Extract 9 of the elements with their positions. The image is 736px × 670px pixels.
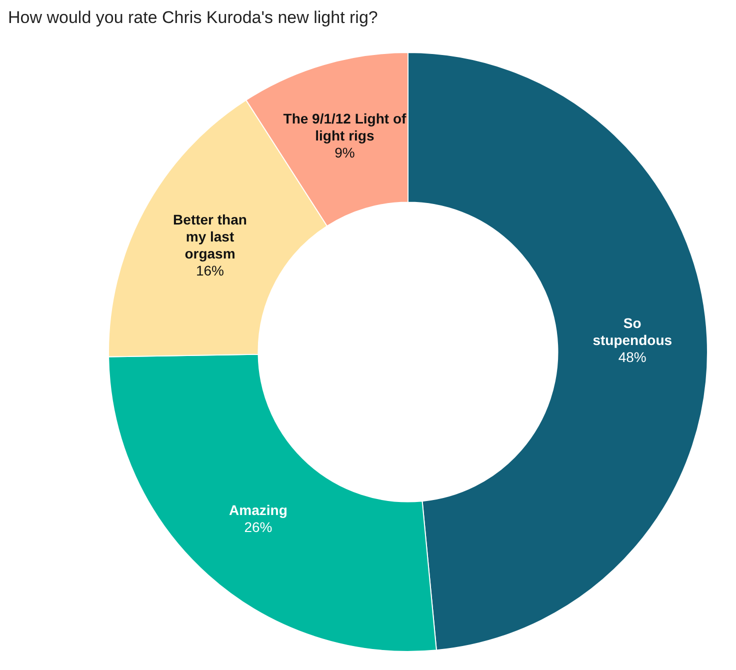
slice-label: So stupendous	[592, 315, 672, 348]
data-label: 16%	[196, 262, 224, 278]
slice-label: The 9/1/12 Light of light rigs	[283, 110, 407, 144]
slice-label: Amazing	[229, 502, 288, 518]
data-label: 9%	[334, 144, 355, 160]
slice-label: Better than my last orgasm	[173, 211, 247, 262]
data-label: 48%	[618, 349, 646, 366]
chart-title: How would you rate Chris Kuroda's new light rig?	[8, 8, 378, 28]
data-label: 26%	[244, 518, 272, 535]
